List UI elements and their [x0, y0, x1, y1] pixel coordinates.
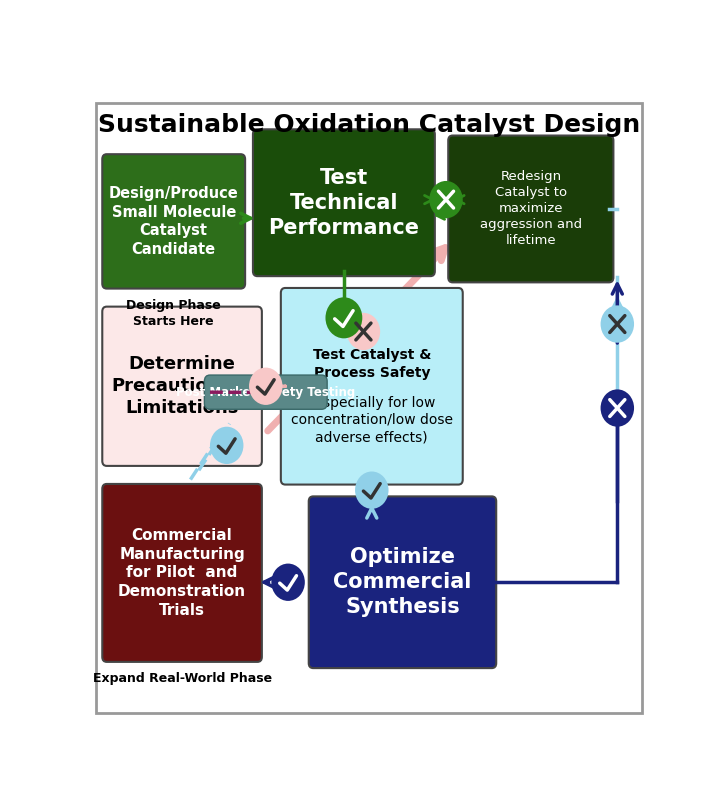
Text: (especially for low
concentration/low dose
adverse effects): (especially for low concentration/low do…	[291, 396, 453, 444]
Text: Optimize
Commercial
Synthesis: Optimize Commercial Synthesis	[333, 548, 472, 617]
FancyBboxPatch shape	[102, 306, 262, 466]
FancyBboxPatch shape	[204, 375, 327, 410]
FancyBboxPatch shape	[253, 129, 435, 276]
Circle shape	[249, 368, 282, 405]
Circle shape	[429, 181, 463, 218]
Text: Expand Real-World Phase: Expand Real-World Phase	[92, 672, 271, 685]
FancyBboxPatch shape	[449, 136, 613, 282]
Text: Commercial
Manufacturing
for Pilot  and
Demonstration
Trials: Commercial Manufacturing for Pilot and D…	[118, 528, 246, 617]
FancyBboxPatch shape	[96, 103, 642, 713]
FancyBboxPatch shape	[281, 288, 463, 485]
Text: Post Market Safety Testing: Post Market Safety Testing	[176, 385, 356, 398]
Circle shape	[210, 427, 243, 464]
FancyBboxPatch shape	[102, 154, 245, 288]
Text: Redesign
Catalyst to
maximize
aggression and
lifetime: Redesign Catalyst to maximize aggression…	[480, 170, 582, 247]
Circle shape	[355, 472, 389, 509]
Text: Design/Produce
Small Molecule
Catalyst
Candidate: Design/Produce Small Molecule Catalyst C…	[109, 186, 238, 257]
Circle shape	[271, 564, 305, 601]
Text: Determine
Precautionary
Limitations: Determine Precautionary Limitations	[111, 355, 253, 418]
Text: Test
Technical
Performance: Test Technical Performance	[269, 168, 419, 238]
Text: Test Catalyst &
Process Safety: Test Catalyst & Process Safety	[312, 348, 431, 380]
Text: Design Phase
Starts Here: Design Phase Starts Here	[126, 299, 221, 328]
Text: Sustainable Oxidation Catalyst Design: Sustainable Oxidation Catalyst Design	[98, 113, 640, 137]
FancyBboxPatch shape	[102, 484, 262, 662]
Circle shape	[600, 305, 634, 343]
FancyBboxPatch shape	[309, 496, 496, 668]
Circle shape	[347, 313, 380, 350]
Circle shape	[600, 389, 634, 427]
Circle shape	[325, 297, 362, 339]
